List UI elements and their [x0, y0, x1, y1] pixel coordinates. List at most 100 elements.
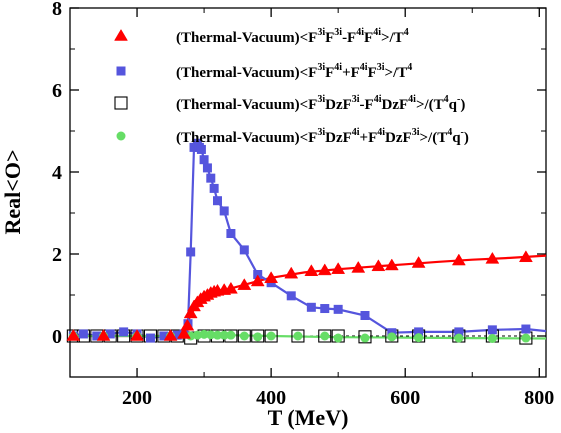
series-2-point [487, 325, 497, 335]
legend-label-text: F [325, 65, 334, 81]
series-2-point [206, 173, 216, 183]
legend-marker-3 [114, 96, 128, 110]
series-2-point [145, 333, 155, 343]
series-4-point [293, 331, 303, 341]
series-3-point [318, 329, 332, 343]
x-tick-label: 400 [256, 387, 286, 409]
series-4-point [253, 332, 263, 342]
legend-label-superscript: 4 [404, 27, 409, 38]
series-4-point [320, 331, 330, 341]
legend-label-superscript: 3i [317, 27, 325, 38]
series-4-point [226, 330, 236, 340]
series-1-point [284, 266, 299, 279]
series-1-point [331, 262, 346, 274]
series-1-point [304, 264, 319, 276]
legend-label-text: >/T [381, 30, 404, 46]
legend-label-text: -F [342, 30, 356, 46]
x-tick-label: 200 [122, 387, 152, 409]
series-2-point [196, 144, 206, 154]
series-1-point [411, 256, 426, 268]
series-2-point [159, 331, 169, 341]
legend-label-superscript: 3i [317, 127, 325, 138]
series-2-point [172, 330, 182, 340]
series-4-point [333, 333, 343, 343]
legend-marker-2 [116, 66, 126, 76]
series-1-point [250, 274, 265, 287]
legend-label-text: q [449, 97, 458, 113]
legend-label-text: -F [360, 97, 374, 113]
series-3-point [237, 329, 251, 343]
legend-label-superscript: 3i [412, 127, 420, 138]
legend-label-text: +F [342, 65, 360, 81]
series-4-point [219, 330, 229, 340]
legend-label-superscript: 4i [374, 94, 382, 105]
legend-label-superscript: - [461, 127, 464, 138]
series-1-point [177, 326, 191, 339]
y-tick-label: 6 [52, 80, 62, 102]
legend-label-text: ) [460, 97, 465, 113]
legend-label-superscript: 4i [352, 127, 360, 138]
legend-label-superscript: 4i [377, 127, 385, 138]
legend-label-text: F [308, 97, 317, 113]
series-2-point [333, 304, 343, 314]
series-1-point [317, 263, 332, 276]
series-2-point [306, 302, 316, 312]
legend-label-text: F [308, 130, 317, 146]
legend-label-superscript: 4i [334, 62, 342, 73]
series-2-point [186, 247, 196, 257]
series-4-point [454, 333, 464, 343]
legend-label-prefix: (Thermal-Vacuum)< [176, 97, 308, 113]
series-4-point [192, 330, 202, 340]
series-2-point [414, 327, 424, 337]
series-1-point [163, 329, 178, 341]
legend-label-superscript: 3i [334, 27, 342, 38]
legend-label-3: (Thermal-Vacuum)<F3iDzF3i-F4iDzF4i>/(T4q… [176, 94, 465, 113]
series-1-point [183, 306, 198, 319]
series-4-point [414, 333, 424, 343]
markers-layer [66, 138, 533, 345]
series-1-point [237, 278, 252, 290]
series-4-point [387, 332, 397, 342]
series-2-point [202, 163, 212, 173]
legend-label-text: DzF [385, 130, 412, 146]
series-2-point [239, 245, 249, 255]
y-axis-title: Real<O> [0, 150, 25, 235]
legend-label-text: >/(T [419, 130, 447, 146]
legend-label-superscript: 4i [373, 27, 381, 38]
legend-marker-1 [114, 29, 128, 41]
legend-label-text: F [364, 30, 373, 46]
series-4-point [266, 331, 276, 341]
legend-label-text: DzF [325, 97, 352, 113]
series-2-point [105, 329, 115, 339]
series-1-point [264, 271, 279, 283]
y-tick-label: 2 [52, 244, 62, 266]
legend: (Thermal-Vacuum)<F3iF3i-F4iF4i>/T4(Therm… [114, 27, 469, 146]
series-2-point [212, 196, 222, 206]
ticks-layer: 200 400 600 800 0 2 4 6 8 [52, 0, 554, 409]
series-1-point [180, 318, 195, 331]
legend-label-text: DzF [382, 97, 409, 113]
legend-label-superscript: 3i [317, 94, 325, 105]
legend-label-superscript: 4 [447, 127, 452, 138]
series-1-point [96, 329, 111, 341]
series-2-point [286, 291, 296, 301]
legend-label-text: q [452, 130, 461, 146]
series-2-point [454, 327, 464, 337]
series-1-point [223, 281, 238, 294]
series-2-point [78, 329, 88, 339]
y-tick-label: 8 [52, 0, 62, 20]
y-tick-label: 4 [52, 162, 62, 184]
series-1-point [130, 329, 144, 341]
series-2-point [209, 183, 219, 193]
series-1-line [70, 254, 547, 338]
series-2-point [92, 331, 102, 341]
plot-frame-group [69, 7, 547, 378]
series-1-point [66, 329, 81, 341]
series-2-point [219, 206, 229, 216]
series-3-point [291, 329, 305, 343]
series-2-point [119, 327, 129, 337]
x-tick-label: 800 [524, 387, 554, 409]
series-4-point [199, 329, 209, 339]
legend-label-superscript: 4 [444, 94, 449, 105]
